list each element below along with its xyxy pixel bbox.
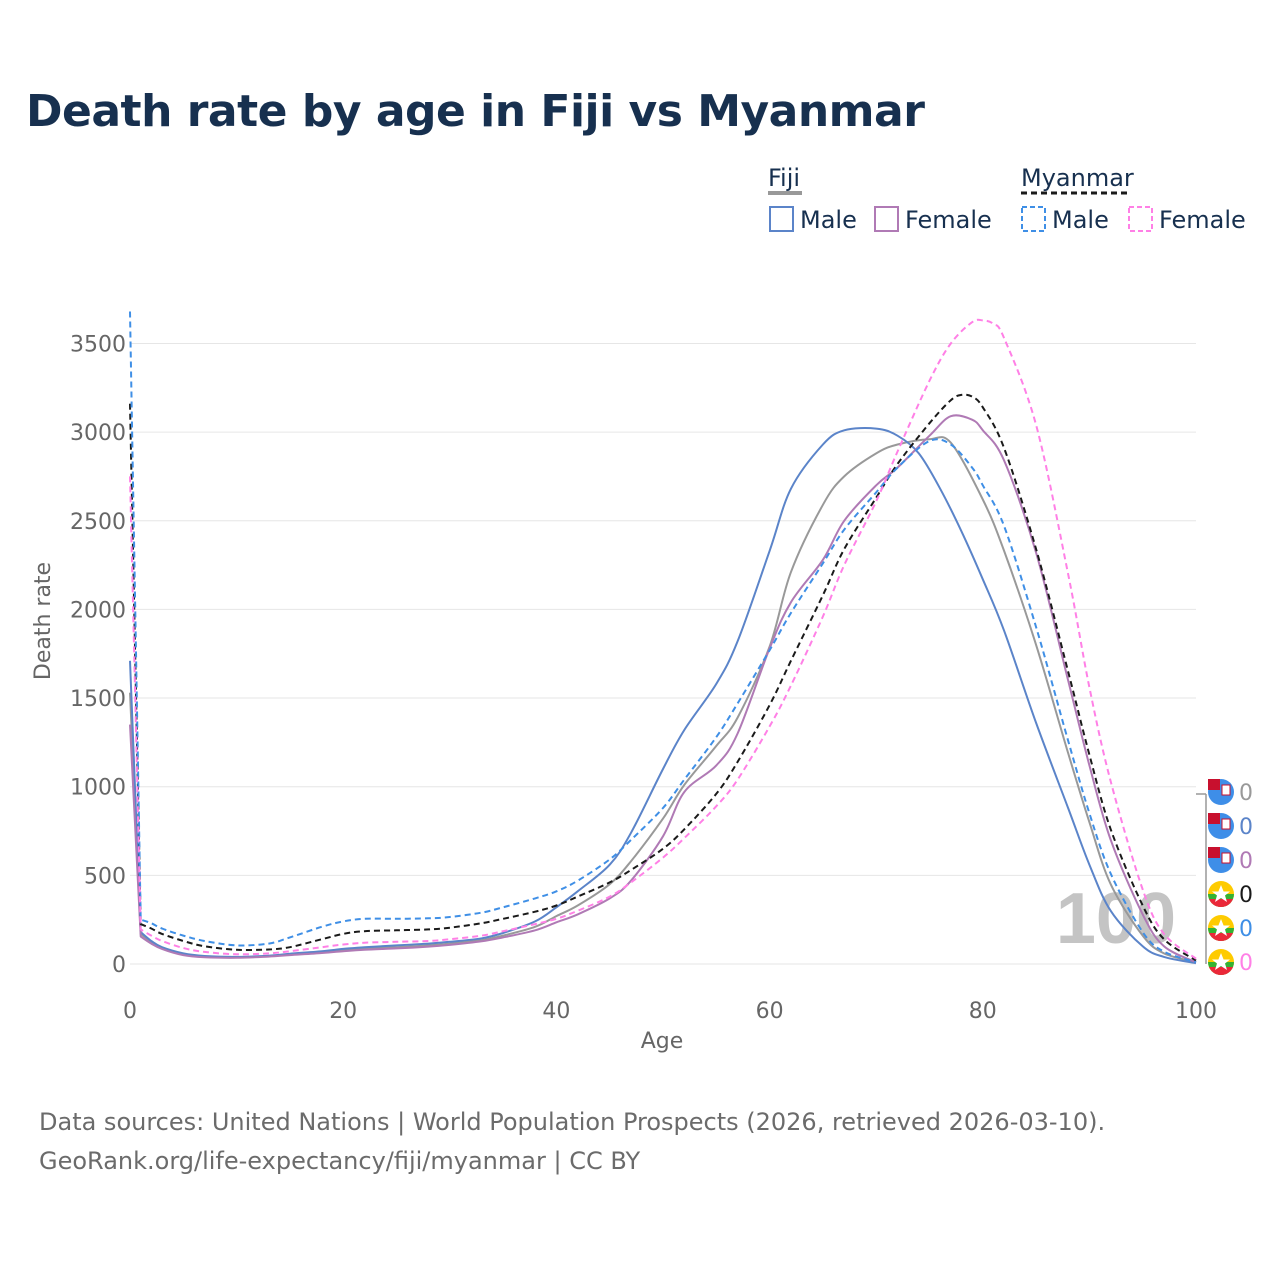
end-label-value: 0 xyxy=(1239,781,1253,806)
x-axis-label: Age xyxy=(641,1029,684,1054)
end-labels: 0 0 0 0 0 0 xyxy=(1196,779,1253,976)
myanmar-flag-star xyxy=(1212,953,1230,970)
y-tick-label: 500 xyxy=(84,864,126,889)
end-label-value: 0 xyxy=(1239,815,1253,840)
series-line-myanmar_female[interactable] xyxy=(129,318,1197,960)
legend-fiji-male-swatch[interactable] xyxy=(769,206,794,232)
series-line-myanmar_male[interactable] xyxy=(129,311,1197,964)
legend: Fiji Male Female Myanmar Male Female xyxy=(768,164,1246,234)
fiji-flag-canton xyxy=(1208,813,1220,824)
series-line-fiji_female[interactable] xyxy=(129,414,1197,964)
legend-myanmar-male-swatch[interactable] xyxy=(1021,206,1046,232)
y-tick-label: 2500 xyxy=(70,510,126,535)
legend-fiji-female-label[interactable]: Female xyxy=(905,206,992,234)
end-label-value: 0 xyxy=(1239,883,1253,908)
legend-group-myanmar-label: Myanmar xyxy=(1021,164,1134,192)
y-tick-label: 2000 xyxy=(70,598,126,623)
legend-fiji-female-swatch[interactable] xyxy=(874,206,899,232)
myanmar-flag-band xyxy=(1209,899,1233,908)
x-tick-label: 20 xyxy=(329,999,357,1024)
page-title: Death rate by age in Fiji vs Myanmar xyxy=(26,86,925,137)
x-tick-label: 80 xyxy=(969,999,997,1024)
series-line-myanmar_total[interactable] xyxy=(129,393,1197,962)
myanmar-flag-band xyxy=(1209,967,1233,976)
y-tick-label: 3500 xyxy=(70,332,126,357)
x-tick-label: 60 xyxy=(756,999,784,1024)
y-tick-label: 1500 xyxy=(70,687,126,712)
fiji-flag-canton xyxy=(1208,779,1220,790)
series-line-fiji_total[interactable] xyxy=(129,436,1197,964)
legend-myanmar-female-swatch[interactable] xyxy=(1128,206,1153,232)
x-tick-label: 40 xyxy=(542,999,570,1024)
y-axis-label: Death rate xyxy=(31,562,56,680)
fiji-flag-shield xyxy=(1221,784,1231,796)
grid xyxy=(130,342,1196,965)
y-tick-label: 3000 xyxy=(70,421,126,446)
end-label-value: 0 xyxy=(1239,917,1253,942)
legend-myanmar-male-label[interactable]: Male xyxy=(1052,206,1109,234)
fiji-flag-shield xyxy=(1221,818,1231,830)
series-lines xyxy=(129,311,1197,965)
myanmar-flag-band xyxy=(1209,933,1233,942)
series-line-fiji_male[interactable] xyxy=(129,427,1197,965)
legend-group-fiji-label: Fiji xyxy=(768,164,800,192)
end-label-value: 0 xyxy=(1239,951,1253,976)
x-tick-label: 100 xyxy=(1175,999,1217,1024)
x-tick-label: 0 xyxy=(123,999,137,1024)
myanmar-flag-star xyxy=(1212,885,1230,902)
y-tick-label: 1000 xyxy=(70,776,126,801)
legend-fiji-male-label[interactable]: Male xyxy=(800,206,857,234)
y-tick-label: 0 xyxy=(112,953,126,978)
y-axis-ticks: 0 500 1000 1500 2000 2500 3000 3500 xyxy=(70,332,126,978)
legend-myanmar-female-label[interactable]: Female xyxy=(1159,206,1246,234)
x-axis-ticks: 0 20 40 60 80 100 xyxy=(123,999,1217,1024)
source-line-2: GeoRank.org/life-expectancy/fiji/myanmar… xyxy=(39,1147,641,1175)
myanmar-flag-star xyxy=(1212,919,1230,936)
fiji-flag-canton xyxy=(1208,847,1220,858)
end-label-value: 0 xyxy=(1239,849,1253,874)
fiji-flag-shield xyxy=(1221,852,1231,864)
source-line-1: Data sources: United Nations | World Pop… xyxy=(39,1108,1106,1136)
